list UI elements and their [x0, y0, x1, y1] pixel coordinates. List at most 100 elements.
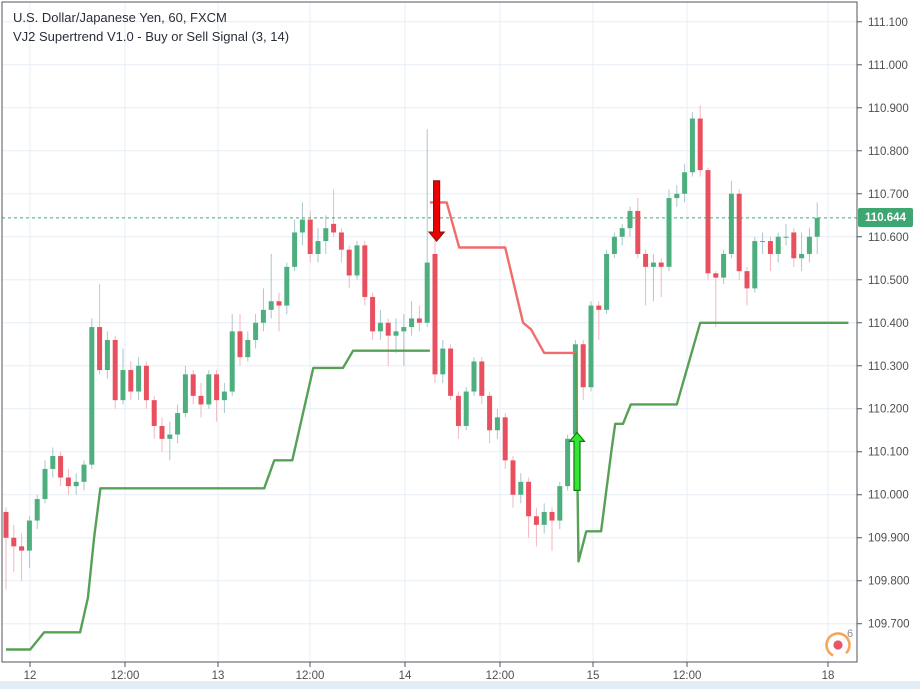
candle-body: [159, 425, 165, 439]
candle-body: [229, 331, 235, 392]
time-tick-label: 14: [399, 670, 412, 682]
candle-body: [557, 486, 563, 521]
candle-body: [253, 322, 259, 340]
indicator-legend[interactable]: VJ2 Supertrend V1.0 - Buy or Sell Signal…: [13, 29, 290, 44]
candle-body: [299, 219, 305, 233]
supertrend-up-line: [6, 349, 430, 651]
plot-border: [1, 1, 858, 663]
candle-body: [806, 236, 812, 254]
price-tick-label: 110.800: [868, 146, 909, 158]
candle-body: [73, 481, 79, 487]
candle-body: [682, 172, 688, 194]
candle-body: [643, 253, 649, 267]
price-tick-label: 110.100: [868, 447, 909, 459]
candle-body: [362, 245, 368, 297]
candle-body: [541, 511, 547, 525]
candle-body: [26, 520, 32, 551]
tradingview-ideas-badge[interactable]: 6: [820, 626, 860, 662]
supertrend-down-line: [429, 201, 576, 355]
candle-body: [42, 468, 48, 500]
window-bottom-strip: [0, 681, 920, 689]
price-tick-label: 110.700: [868, 189, 909, 201]
candle-body: [783, 236, 789, 238]
candle-body: [494, 417, 500, 431]
price-tick-label: 110.400: [868, 318, 909, 330]
candle-body: [767, 241, 773, 254]
candle-body: [814, 217, 820, 237]
candle-body: [705, 170, 711, 274]
time-tick-label: 12: [24, 670, 37, 682]
candle-body: [143, 365, 149, 401]
candle-body: [237, 331, 243, 358]
candle-body: [697, 118, 703, 171]
candle-body: [58, 456, 64, 478]
candle-body: [151, 400, 157, 426]
candle-body: [713, 273, 719, 278]
candle-body: [89, 327, 95, 465]
candle-body: [689, 118, 695, 173]
candle-body: [502, 417, 508, 461]
candle-body: [463, 391, 469, 426]
candle-body: [791, 232, 797, 259]
candle-body: [377, 322, 383, 332]
candle-body: [65, 477, 71, 487]
candle-body: [565, 438, 571, 487]
candle-body: [11, 537, 17, 547]
candle-body: [268, 301, 274, 310]
time-tick-label: 13: [212, 670, 225, 682]
candle-body: [190, 374, 196, 396]
candle-body: [471, 361, 477, 392]
time-tick-label: 12:00: [296, 670, 325, 682]
candle-body: [440, 348, 446, 375]
candle-body: [221, 391, 227, 401]
time-axis[interactable]: 12 12:00 13 12:00 14 12:00 15 12:00 18: [24, 662, 835, 682]
candle-body: [744, 271, 750, 289]
candle-body: [518, 481, 524, 495]
candle-body: [315, 241, 321, 254]
price-tick-label: 110.500: [868, 275, 909, 287]
sell-signal-arrow: [427, 180, 446, 243]
candle-body: [799, 253, 805, 259]
price-tick-label: 111.000: [868, 60, 908, 72]
candle-body: [455, 395, 461, 426]
time-tick-label: 12:00: [486, 670, 515, 682]
horizontal-gridlines: [2, 21, 857, 625]
price-axis[interactable]: 111.100 111.000 110.900 110.800 110.700 110.6…: [857, 17, 910, 631]
price-tick-label: 110.200: [868, 404, 909, 416]
candle-body: [245, 339, 251, 358]
candle-body: [19, 546, 25, 551]
candle-body: [97, 327, 103, 371]
symbol-legend[interactable]: U.S. Dollar/Japanese Yen, 60, FXCM: [13, 10, 227, 25]
candle-body: [580, 344, 586, 388]
watermark-count: 6: [847, 628, 853, 640]
time-tick-label: 12:00: [673, 670, 702, 682]
candle-body: [479, 361, 485, 396]
last-price-badge: 110.644: [858, 208, 913, 227]
candle-body: [120, 370, 126, 401]
candles-layer: [3, 105, 820, 590]
candle-body: [728, 193, 734, 254]
watermark-dot-icon: [833, 640, 843, 650]
chart-legend: U.S. Dollar/Japanese Yen, 60, FXCM VJ2 S…: [13, 8, 289, 46]
candle-body: [409, 318, 415, 328]
candle-body: [627, 210, 633, 229]
price-tick-label: 110.000: [868, 490, 909, 502]
candle-body: [338, 232, 344, 250]
candle-body: [533, 516, 539, 525]
candle-body: [432, 253, 438, 375]
candle-body: [549, 511, 555, 521]
candle-body: [292, 232, 298, 267]
candle-body: [284, 266, 290, 306]
candle-body: [604, 253, 610, 310]
candle-body: [182, 374, 188, 414]
candle-body: [487, 395, 493, 431]
candle-body: [354, 245, 360, 276]
candle-body: [674, 193, 680, 199]
candle-body: [416, 318, 422, 323]
candle-body: [775, 236, 781, 254]
candle-body: [136, 365, 142, 392]
candle-body: [635, 210, 641, 254]
time-tick-label: 12:00: [111, 670, 140, 682]
